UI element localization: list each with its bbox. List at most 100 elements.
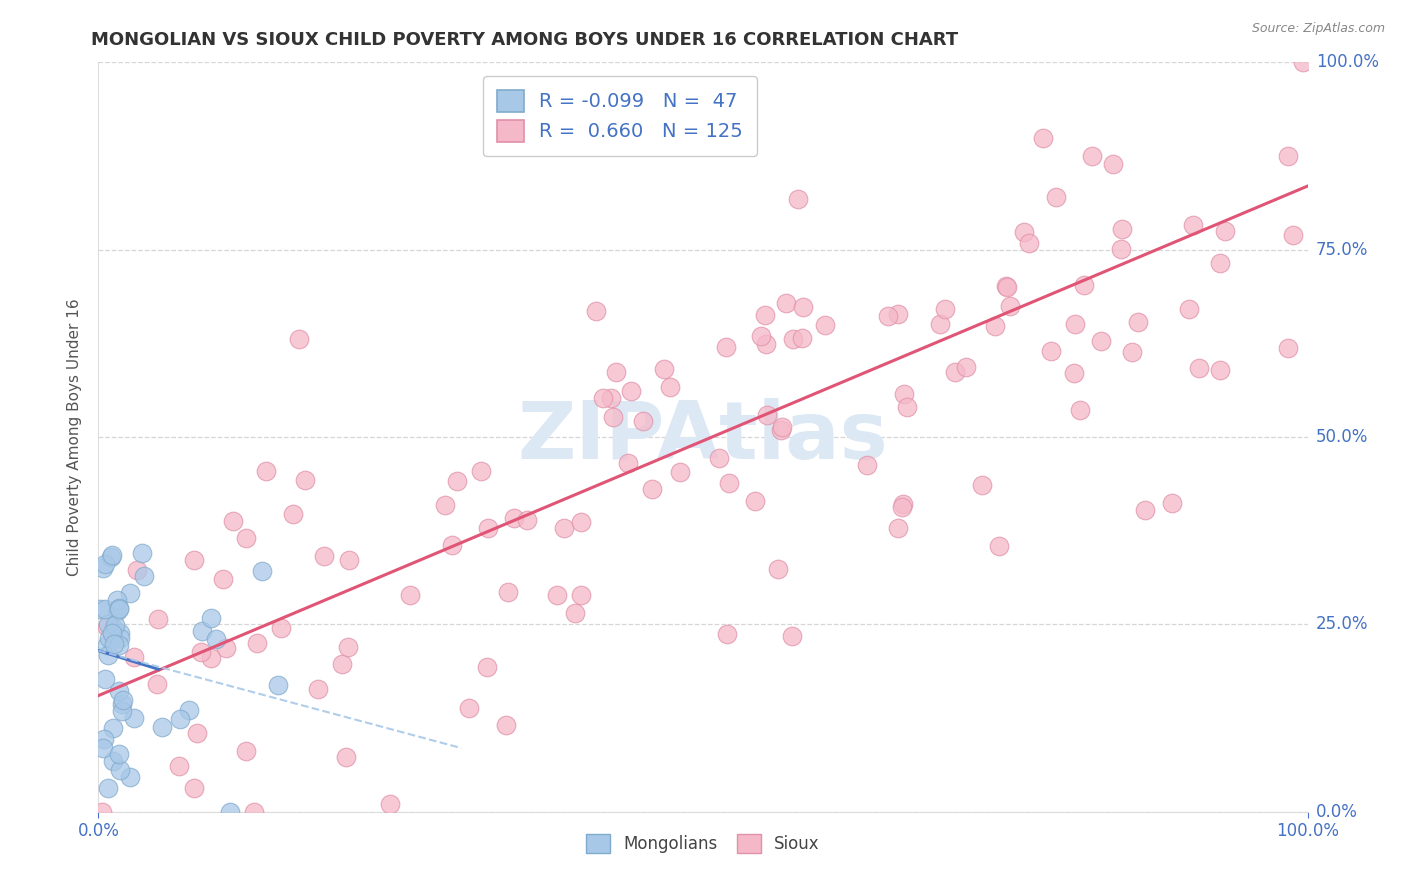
Point	[652, 361, 675, 376]
Point	[755, 336, 778, 351]
Point	[108, 631, 131, 645]
Point	[91, 560, 114, 574]
Point	[222, 514, 245, 528]
Text: Source: ZipAtlas.com: Source: ZipAtlas.com	[1251, 22, 1385, 36]
Point	[995, 280, 1018, 294]
Point	[146, 612, 169, 626]
Point	[1111, 222, 1133, 236]
Point	[943, 365, 966, 379]
Point	[1032, 131, 1054, 145]
Point	[330, 657, 353, 672]
Point	[877, 309, 900, 323]
Point	[1063, 366, 1085, 380]
Point	[150, 720, 173, 734]
Point	[1090, 334, 1112, 348]
Point	[218, 805, 240, 819]
Point	[640, 483, 662, 497]
Point	[122, 650, 145, 665]
Point	[110, 626, 132, 640]
Point	[270, 621, 292, 635]
Point	[1012, 225, 1035, 239]
Text: 0.0%: 0.0%	[1316, 803, 1358, 821]
Point	[1073, 277, 1095, 292]
Point	[120, 586, 142, 600]
Point	[1161, 496, 1184, 510]
Point	[254, 464, 277, 478]
Point	[1109, 243, 1132, 257]
Point	[108, 683, 131, 698]
Point	[782, 333, 804, 347]
Point	[934, 301, 956, 316]
Point	[998, 299, 1021, 313]
Point	[146, 677, 169, 691]
Point	[336, 640, 359, 654]
Point	[314, 549, 336, 564]
Point	[108, 602, 131, 616]
Point	[585, 304, 607, 318]
Point	[267, 678, 290, 692]
Point	[105, 592, 128, 607]
Point	[97, 616, 120, 631]
Point	[246, 636, 269, 650]
Point	[104, 618, 127, 632]
Point	[856, 458, 879, 473]
Point	[569, 515, 592, 529]
Point	[1064, 317, 1087, 331]
Point	[288, 332, 311, 346]
Point	[1209, 363, 1232, 377]
Point	[1045, 190, 1067, 204]
Point	[101, 754, 124, 768]
Point	[1121, 344, 1143, 359]
Point	[200, 611, 222, 625]
Point	[97, 780, 120, 795]
Point	[167, 759, 190, 773]
Point	[756, 408, 779, 422]
Point	[1069, 402, 1091, 417]
Point	[398, 588, 420, 602]
Point	[1187, 361, 1209, 376]
Point	[659, 380, 682, 394]
Point	[339, 553, 361, 567]
Text: ZIPAtlas: ZIPAtlas	[517, 398, 889, 476]
Point	[100, 626, 122, 640]
Point	[458, 701, 481, 715]
Y-axis label: Child Poverty Among Boys Under 16: Child Poverty Among Boys Under 16	[67, 298, 83, 576]
Point	[1282, 227, 1305, 242]
Point	[283, 507, 305, 521]
Point	[769, 423, 792, 437]
Point	[101, 721, 124, 735]
Point	[131, 546, 153, 560]
Point	[96, 638, 118, 652]
Point	[1213, 224, 1236, 238]
Point	[132, 569, 155, 583]
Point	[605, 365, 627, 379]
Point	[972, 477, 994, 491]
Point	[617, 456, 640, 470]
Point	[669, 466, 692, 480]
Point	[744, 493, 766, 508]
Point	[335, 749, 357, 764]
Point	[441, 538, 464, 552]
Point	[814, 318, 837, 332]
Point	[602, 410, 624, 425]
Point	[191, 624, 214, 639]
Point	[770, 420, 793, 434]
Point	[93, 731, 115, 746]
Point	[96, 620, 118, 634]
Point	[105, 604, 128, 618]
Point	[90, 805, 112, 819]
Point	[200, 650, 222, 665]
Point	[1018, 235, 1040, 250]
Point	[714, 340, 737, 354]
Point	[775, 296, 797, 310]
Point	[294, 473, 316, 487]
Text: 100.0%: 100.0%	[1316, 54, 1379, 71]
Point	[89, 602, 111, 616]
Point	[177, 703, 200, 717]
Point	[94, 602, 117, 616]
Point	[190, 645, 212, 659]
Point	[433, 498, 456, 512]
Point	[111, 697, 134, 711]
Point	[108, 747, 131, 762]
Point	[91, 740, 114, 755]
